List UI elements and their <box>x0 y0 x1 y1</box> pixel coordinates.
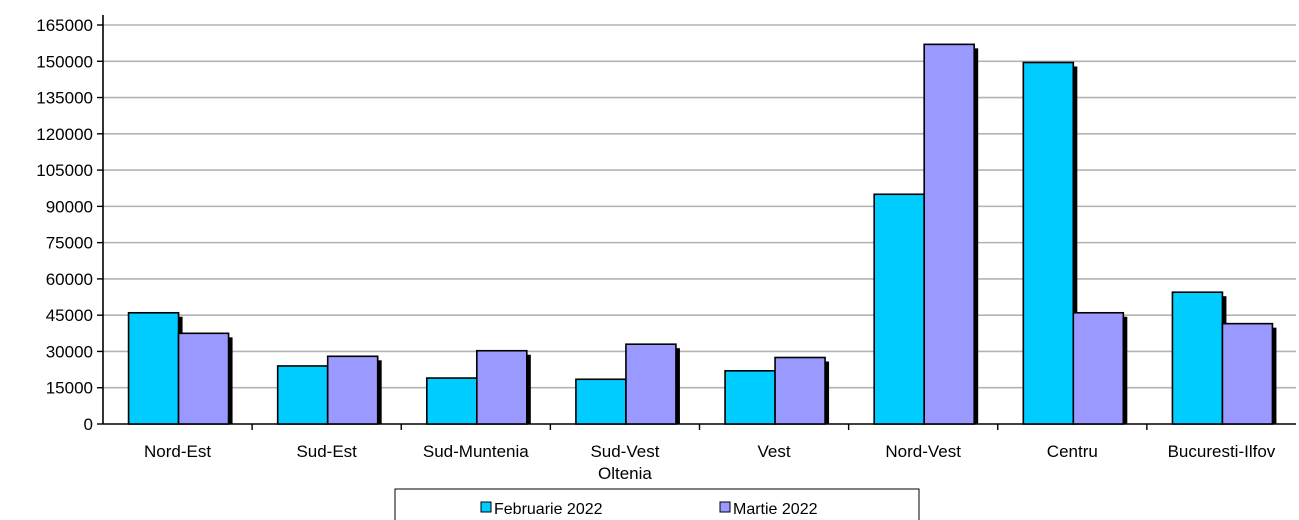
x-category-label: Oltenia <box>598 464 652 483</box>
legend-swatch <box>719 501 731 513</box>
y-tick-label: 90000 <box>46 197 93 216</box>
x-category-label: Bucuresti-Ilfov <box>1168 442 1276 461</box>
bar-martie-2022 <box>1072 311 1125 425</box>
legend-label: Februarie 2022 <box>494 501 603 518</box>
y-tick-label: 30000 <box>46 342 93 361</box>
y-tick-label: 135000 <box>36 89 93 108</box>
bar-martie-2022 <box>476 349 528 425</box>
x-category-label: Nord-Est <box>144 442 211 461</box>
y-tick-label: 165000 <box>36 16 93 35</box>
x-category-label: Sud-Est <box>296 442 357 461</box>
bar-martie-2022 <box>326 355 379 425</box>
bar-martie-2022 <box>923 43 975 425</box>
bar-februarie-2022 <box>127 311 180 425</box>
bar-martie-2022 <box>177 332 230 425</box>
legend-box <box>394 488 920 520</box>
legend-swatch <box>480 501 492 513</box>
y-tick-label: 0 <box>84 415 93 434</box>
bar-februarie-2022 <box>426 377 478 425</box>
y-tick-label: 75000 <box>46 234 93 253</box>
bar-martie-2022 <box>774 356 826 425</box>
bar-martie-2022 <box>1221 322 1274 425</box>
y-tick-label: 150000 <box>36 52 93 71</box>
y-tick-label: 105000 <box>36 161 93 180</box>
x-category-label: Nord-Vest <box>885 442 961 461</box>
bar-februarie-2022 <box>1022 61 1075 425</box>
bar-februarie-2022 <box>575 378 627 425</box>
y-tick-label: 60000 <box>46 270 93 289</box>
y-tick-label: 120000 <box>36 125 93 144</box>
x-category-label: Sud-Vest <box>590 442 659 461</box>
x-category-label: Centru <box>1047 442 1098 461</box>
y-tick-label: 15000 <box>46 379 93 398</box>
bar-februarie-2022 <box>1171 291 1224 425</box>
legend-label: Martie 2022 <box>733 501 818 518</box>
y-tick-label: 45000 <box>46 306 93 325</box>
x-category-label: Sud-Muntenia <box>423 442 529 461</box>
bar-februarie-2022 <box>276 365 329 425</box>
bar-martie-2022 <box>625 343 677 425</box>
x-category-label: Vest <box>758 442 791 461</box>
bar-februarie-2022 <box>724 369 776 425</box>
bar-februarie-2022 <box>873 193 925 425</box>
